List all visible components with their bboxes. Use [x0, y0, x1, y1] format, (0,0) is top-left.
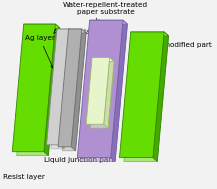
Text: KCl-modified part: KCl-modified part — [139, 42, 212, 65]
Polygon shape — [69, 29, 86, 33]
Polygon shape — [131, 32, 169, 36]
Text: Ag/AgCl layer: Ag/AgCl layer — [53, 29, 102, 61]
Polygon shape — [92, 57, 114, 61]
Polygon shape — [111, 20, 127, 162]
Polygon shape — [77, 20, 123, 158]
Polygon shape — [71, 29, 86, 151]
Polygon shape — [44, 24, 60, 156]
Polygon shape — [47, 29, 70, 145]
Text: Liquid junction part: Liquid junction part — [44, 150, 114, 163]
Polygon shape — [124, 36, 169, 162]
Polygon shape — [90, 20, 127, 24]
Polygon shape — [57, 29, 74, 33]
Polygon shape — [62, 33, 86, 151]
Polygon shape — [104, 57, 114, 128]
Polygon shape — [17, 28, 60, 156]
Polygon shape — [120, 32, 164, 158]
Polygon shape — [24, 24, 60, 28]
Polygon shape — [82, 24, 127, 162]
Text: Resist layer: Resist layer — [3, 174, 44, 180]
Polygon shape — [12, 24, 55, 152]
Polygon shape — [60, 29, 74, 149]
Polygon shape — [153, 32, 169, 162]
Text: Ag layer: Ag layer — [25, 35, 55, 68]
Polygon shape — [58, 29, 82, 147]
Polygon shape — [86, 57, 110, 124]
Polygon shape — [90, 61, 114, 128]
Polygon shape — [51, 33, 74, 149]
Text: Water-repellent-treated
paper substrate: Water-repellent-treated paper substrate — [63, 2, 148, 21]
